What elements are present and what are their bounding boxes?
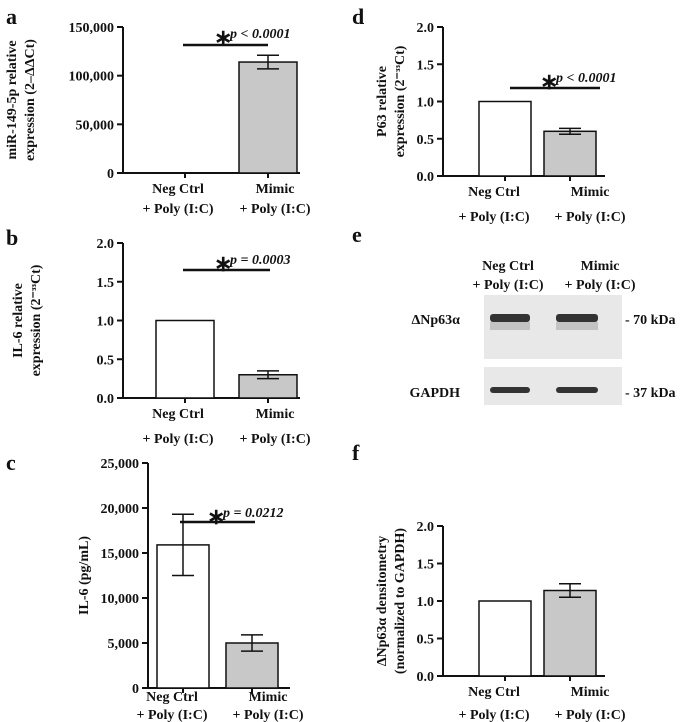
x-tick-label: + Poly (I:C) bbox=[240, 202, 311, 217]
western-blot: Neg Ctrl + Poly (I:C) Mimic + Poly (I:C) ΔNp… bbox=[409, 259, 676, 405]
x-tick-label: + Poly (I:C) bbox=[459, 210, 530, 225]
x-tick-label: Neg Ctrl bbox=[468, 185, 520, 200]
p-value-label: p < 0.0001 bbox=[229, 27, 290, 42]
lane-label: + Poly (I:C) bbox=[565, 278, 636, 293]
x-tick-label: Mimic bbox=[249, 690, 288, 705]
protein-band bbox=[556, 387, 598, 393]
y-tick-label: 100,000 bbox=[69, 70, 115, 85]
y-tick-label: 15,000 bbox=[101, 547, 140, 562]
panel-label-b: b bbox=[6, 225, 19, 250]
y-tick-label: 10,000 bbox=[101, 592, 140, 607]
y-tick-label: 0 bbox=[107, 167, 114, 182]
lane-label: + Poly (I:C) bbox=[473, 278, 544, 293]
y-tick-label: 1.5 bbox=[417, 558, 435, 573]
protein-band bbox=[490, 387, 530, 393]
x-tick-label: + Poly (I:C) bbox=[143, 432, 214, 447]
blot-row-label: ΔNp63α bbox=[412, 313, 461, 328]
x-tick-label: Mimic bbox=[256, 407, 295, 422]
panel-label-e: e bbox=[352, 222, 362, 247]
chart-c: 0 5,000 10,000 15,000 20,000 25,000 IL-6 (pg/m… bbox=[77, 457, 304, 722]
y-tick-label: 1.0 bbox=[417, 96, 435, 111]
y-tick-label: 20,000 bbox=[101, 502, 140, 517]
x-tick-label: Mimic bbox=[571, 685, 610, 700]
y-axis-label: P63 relative bbox=[375, 66, 390, 137]
y-tick-label: 5,000 bbox=[108, 637, 140, 652]
significance-star: ∗ bbox=[540, 69, 558, 94]
y-tick-label: 1.0 bbox=[417, 595, 435, 610]
x-tick-label: + Poly (I:C) bbox=[555, 210, 626, 225]
y-tick-label: 0.5 bbox=[417, 633, 435, 648]
significance-star: ∗ bbox=[214, 25, 232, 50]
bar bbox=[543, 130, 597, 177]
y-tick-label: 25,000 bbox=[101, 457, 140, 472]
bar bbox=[543, 589, 597, 677]
x-tick-label: + Poly (I:C) bbox=[459, 708, 530, 722]
y-tick-label: 0.0 bbox=[417, 170, 435, 185]
x-tick-label: + Poly (I:C) bbox=[137, 708, 208, 722]
blot-panel bbox=[484, 367, 622, 405]
y-tick-label: 2.0 bbox=[97, 237, 115, 252]
y-tick-label: 0 bbox=[132, 682, 139, 697]
y-axis-label: expression (2⁻ᶟᶟCt) bbox=[29, 264, 44, 376]
y-tick-label: 150,000 bbox=[69, 21, 115, 36]
panel-label-c: c bbox=[6, 450, 16, 475]
panel-label-f: f bbox=[352, 440, 360, 465]
p-value-label: p = 0.0003 bbox=[229, 253, 290, 268]
y-tick-label: 0.5 bbox=[97, 353, 115, 368]
y-axis-label: IL-6 (pg/mL) bbox=[77, 536, 92, 615]
y-tick-label: 2.0 bbox=[417, 21, 435, 36]
lane-label: Mimic bbox=[581, 259, 620, 274]
y-axis-label: expression (2⁻ᶟᶟCt) bbox=[393, 45, 408, 157]
panel-label-d: d bbox=[352, 4, 365, 29]
x-tick-label: Mimic bbox=[256, 182, 295, 197]
protein-band bbox=[556, 314, 598, 322]
panel-label-a: a bbox=[6, 4, 17, 29]
y-tick-label: 0.5 bbox=[417, 133, 435, 148]
p-value-label: p = 0.0212 bbox=[222, 506, 283, 521]
x-tick-label: + Poly (I:C) bbox=[240, 432, 311, 447]
y-tick-label: 1.5 bbox=[97, 276, 115, 291]
x-tick-label: + Poly (I:C) bbox=[233, 708, 304, 722]
bar bbox=[238, 61, 298, 174]
y-axis-label: expression (2–ΔΔCt) bbox=[23, 39, 38, 161]
blot-row-label: GAPDH bbox=[409, 386, 460, 401]
significance-star: ∗ bbox=[207, 504, 225, 529]
chart-a: 0 50,000 100,000 150,000 miR-149-5p relative… bbox=[5, 21, 311, 217]
lane-label: Neg Ctrl bbox=[482, 259, 534, 274]
band-smear bbox=[556, 322, 598, 330]
y-tick-label: 0.0 bbox=[97, 392, 115, 407]
x-tick-label: + Poly (I:C) bbox=[555, 708, 626, 722]
y-axis-label: IL-6 relative bbox=[11, 283, 26, 358]
y-axis-label: ΔNp63α densitometry bbox=[375, 536, 390, 667]
x-tick-label: Neg Ctrl bbox=[152, 182, 204, 197]
y-axis-label: (normalized to GAPDH) bbox=[393, 528, 408, 675]
y-tick-label: 50,000 bbox=[76, 118, 115, 133]
bar bbox=[478, 100, 532, 177]
bar bbox=[155, 319, 215, 399]
y-tick-label: 1.5 bbox=[417, 58, 435, 73]
chart-b: 0.0 0.5 1.0 1.5 2.0 IL-6 relative expression (… bbox=[11, 237, 311, 447]
y-tick-label: 0.0 bbox=[417, 670, 435, 685]
molecular-weight-marker: - 37 kDa bbox=[625, 386, 676, 401]
x-tick-label: Neg Ctrl bbox=[146, 690, 198, 705]
x-tick-label: Mimic bbox=[571, 185, 610, 200]
p-value-label: p < 0.0001 bbox=[555, 71, 616, 86]
x-tick-label: Neg Ctrl bbox=[468, 685, 520, 700]
protein-band bbox=[490, 314, 530, 322]
y-axis-label: miR-149-5p relative bbox=[5, 40, 20, 159]
y-tick-label: 1.0 bbox=[97, 315, 115, 330]
y-tick-label: 2.0 bbox=[417, 520, 435, 535]
significance-star: ∗ bbox=[214, 251, 232, 276]
chart-d: 0.0 0.5 1.0 1.5 2.0 P63 relative expression (2… bbox=[375, 21, 626, 225]
chart-f: 0.0 0.5 1.0 1.5 2.0 ΔNp63α densitometry (norma… bbox=[375, 520, 626, 722]
x-tick-label: + Poly (I:C) bbox=[143, 202, 214, 217]
bar bbox=[478, 600, 532, 677]
x-tick-label: Neg Ctrl bbox=[152, 407, 204, 422]
molecular-weight-marker: - 70 kDa bbox=[625, 313, 676, 328]
band-smear bbox=[490, 322, 530, 330]
